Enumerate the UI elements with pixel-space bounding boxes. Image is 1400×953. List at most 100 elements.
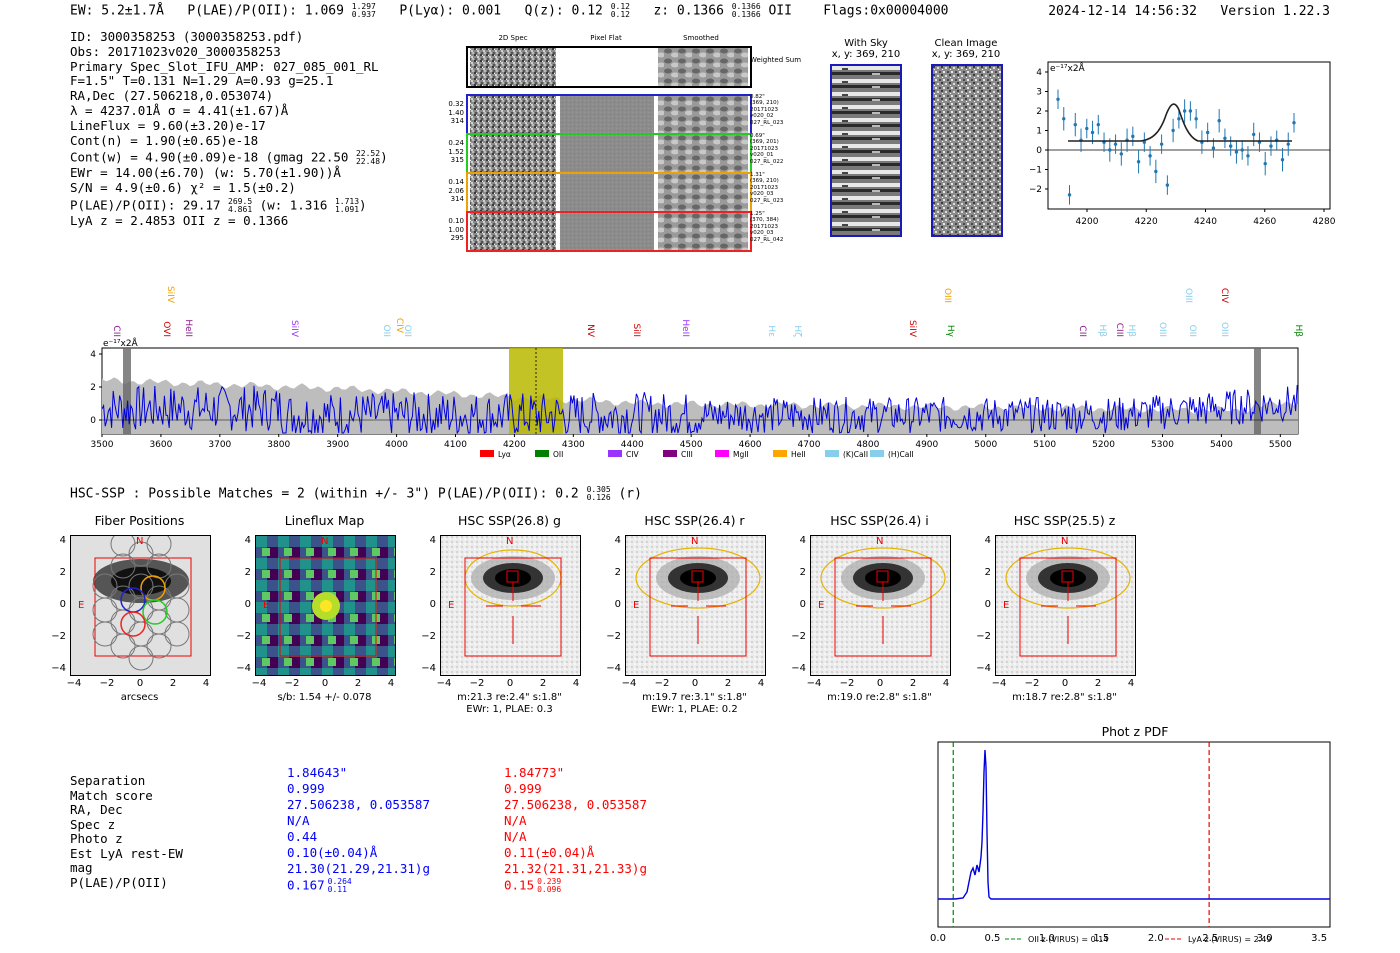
- spectrum-legend-label: HeII: [791, 450, 806, 459]
- zoom-data-point: [1292, 121, 1296, 125]
- zoom-data-point: [1269, 144, 1273, 148]
- spectrum-line-label: OIII: [1183, 288, 1193, 303]
- spectrum-line-label: CII: [111, 325, 121, 337]
- zoom-x-tick: 4220: [1135, 217, 1158, 227]
- spectrum-line-label: OII: [381, 325, 391, 337]
- stamp-image: [255, 535, 396, 676]
- fiber-cutout-image: [470, 174, 748, 211]
- fiber-note-line: 027_RL_023: [750, 197, 784, 204]
- stamp-y-tick: 2: [614, 567, 621, 578]
- stamp-title: HSC SSP(26.4) i: [830, 513, 929, 528]
- stamp-y-tick: −2: [791, 631, 806, 642]
- stamp-caption-2: EWr: 1, PLAE: 0.3: [466, 704, 553, 715]
- stamp-x-tick: 4: [1127, 678, 1135, 689]
- spectrum-line-label: Hγ: [945, 325, 955, 338]
- zoom-data-point: [1211, 146, 1216, 150]
- fiber-note: 1.31" (369, 210) 20171023 v020_03 027_RL_023: [750, 172, 783, 204]
- spectrum-line-label: SiIV: [907, 320, 917, 338]
- stamp-x-tick: −4: [436, 678, 452, 689]
- match-table-label: RA, Dec: [70, 802, 123, 817]
- match-table-value: 27.506238, 0.053587: [504, 797, 647, 812]
- match-table-value: 0.999: [287, 781, 325, 796]
- match-table-value: 0.10(±0.04)Å: [287, 845, 378, 860]
- match-table-value: N/A: [287, 813, 310, 828]
- spectrum-legend-label: CIV: [626, 450, 639, 459]
- spectrum-line-label: OII: [402, 325, 412, 337]
- spectrum-legend-swatch: [535, 450, 549, 457]
- stamp-x-tick: 2: [354, 678, 362, 689]
- hsc-summary: HSC-SSP : Possible Matches = 2 (within +…: [70, 486, 642, 502]
- photz-legend-lya: LyA z (VIRUS) = 2.49: [1188, 935, 1271, 944]
- info-lyaz: LyA z = 2.4853 OII z = 0.1366: [70, 212, 289, 228]
- info-contw: Cont(w) = 4.90(±0.09)e-18 (gmag 22.50: [70, 149, 349, 165]
- stamp-x-tick: 2: [169, 678, 177, 689]
- fiber-note-line: 1.25": [750, 211, 765, 217]
- photz-x-tick: 1.0: [1039, 933, 1055, 944]
- compass-east: E: [78, 600, 85, 611]
- fiber-note-line: v020_02: [750, 113, 774, 120]
- stamp-y-tick: 2: [59, 567, 66, 578]
- zoom-data-point: [1182, 109, 1187, 113]
- stamp-x-tick: −2: [469, 678, 485, 689]
- match-table-lo: 0.11: [327, 885, 347, 894]
- spectrum-line-label: SiIV: [289, 320, 299, 338]
- stamp-image: [440, 535, 581, 676]
- zoom-unit-label: e⁻¹⁷x2Å: [1050, 62, 1086, 74]
- stamp-x-tick: −4: [251, 678, 267, 689]
- info-ewr: EWr = 14.00(±6.70) (w: 5.70(±1.90))Å: [70, 165, 341, 181]
- photz-x-tick: 3.5: [1311, 933, 1327, 944]
- stamp-y-tick: 0: [244, 599, 251, 610]
- compass-east: E: [1003, 600, 1010, 611]
- fiber-values: 0.14 2.06 314: [440, 178, 464, 204]
- fiber-note: 1.25" (370, 384) 20171023 v020_03 027_RL_042: [750, 211, 783, 243]
- clean-image-title-text: Clean Image: [934, 38, 998, 49]
- stamp-image: [625, 535, 766, 676]
- spectrum-x-tick: 5100: [1033, 440, 1056, 450]
- spectrum-y-tick: 4: [90, 350, 96, 360]
- info-id: ID: 3000358253 (3000358253.pdf): [70, 29, 304, 44]
- stamp-x-tick: 4: [387, 678, 395, 689]
- zoom-data-point: [1240, 148, 1244, 152]
- spectrum-line-label: NV: [585, 324, 595, 338]
- header-qz-lo: 0.12: [610, 10, 630, 19]
- with-sky-title: With Sky x, y: 369, 210: [826, 38, 906, 60]
- zoom-data-point: [1177, 117, 1181, 121]
- clean-image-title: Clean Image x, y: 369, 210: [926, 38, 1006, 60]
- zoom-data-point: [1194, 117, 1198, 121]
- zoom-plot-frame: [1047, 61, 1331, 210]
- stamp-y-tick: −4: [976, 663, 991, 674]
- spectrum-x-tick: 3600: [149, 440, 172, 450]
- stamp-caption: m:19.0 re:2.8" s:1.8": [827, 692, 932, 703]
- stamp-x-tick: −4: [66, 678, 82, 689]
- spectrum-legend-swatch: [870, 450, 884, 457]
- spectrum-line-label: OIII: [1219, 322, 1229, 337]
- photz-x-tick: 1.5: [1093, 933, 1109, 944]
- match-table-value: 21.30(21.29,21.31)g: [287, 861, 430, 876]
- fiber-values: 0.10 1.00 295: [440, 217, 464, 243]
- info-lineflux: LineFlux = 9.60(±3.20)e-17: [70, 117, 266, 133]
- cutout-title-2dspec: 2D Spec: [498, 34, 528, 42]
- spectrum-x-tick: 5300: [1151, 440, 1174, 450]
- info-contw-hi: 22.52: [355, 149, 381, 159]
- spectrum-legend-swatch: [663, 450, 677, 457]
- stamp-y-tick: 4: [614, 535, 621, 546]
- zoom-y-tick: 1: [1036, 127, 1042, 137]
- spectrum-line-label: OVI: [161, 321, 171, 337]
- fiber-value: 314: [450, 195, 464, 203]
- match-table-value: 27.506238, 0.053587: [287, 797, 430, 812]
- weighted-sum-image: [470, 48, 748, 86]
- zoom-data-point: [1188, 109, 1193, 113]
- fiber-note-line: 20171023: [750, 106, 778, 113]
- match-table-value: N/A: [504, 829, 527, 844]
- stamp-y-tick: 4: [984, 535, 991, 546]
- stamp-caption: s/b: 1.54 +/- 0.078: [277, 692, 372, 703]
- spectrum-line-label: SiII: [631, 323, 641, 337]
- info-plae-lo: 4.861: [228, 204, 253, 214]
- spectrum-line-label: Hβ: [1293, 324, 1303, 337]
- spectrum-x-tick: 4000: [385, 440, 408, 450]
- fiber-note-line: v020_03: [750, 191, 774, 198]
- stamp-x-tick: −4: [621, 678, 637, 689]
- spectrum-line-label: Hβ: [1097, 324, 1107, 337]
- match-table-col1: 1.84643" 0.999 27.506238, 0.053587 N/A 0.44 0…: [287, 765, 430, 894]
- zoom-x-tick: 4240: [1194, 217, 1217, 227]
